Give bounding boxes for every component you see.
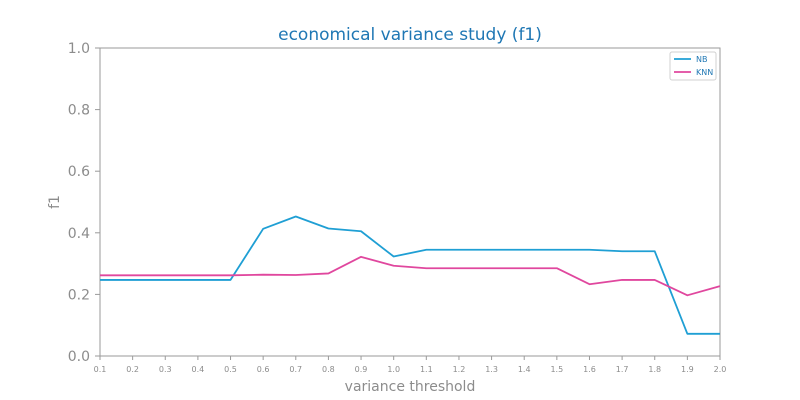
x-tick-label: 1.2 <box>453 365 466 374</box>
chart-title: economical variance study (f1) <box>278 25 542 45</box>
x-tick-label: 1.0 <box>387 365 400 374</box>
series-line-nb <box>100 215 720 335</box>
y-tick-label: 0.0 <box>68 349 90 365</box>
x-tick-label: 0.2 <box>126 365 139 374</box>
x-tick-label: 0.1 <box>94 365 107 374</box>
x-tick-label: 1.4 <box>518 365 531 374</box>
x-tick-label: 0.3 <box>159 365 172 374</box>
x-tick-label: 2.0 <box>714 365 727 374</box>
y-tick-label: 0.2 <box>68 287 90 303</box>
x-tick-label: 1.5 <box>550 365 563 374</box>
legend-label-knn: KNN <box>696 68 713 77</box>
x-tick-label: 0.9 <box>355 365 368 374</box>
x-tick-label: 0.8 <box>322 365 335 374</box>
x-tick-label: 1.9 <box>681 365 694 374</box>
y-tick-label: 0.8 <box>68 103 90 119</box>
plot-frame <box>99 47 721 357</box>
y-tick-label: 0.4 <box>68 226 90 242</box>
legend: NB KNN <box>669 51 717 81</box>
y-tick-label: 0.6 <box>68 164 90 180</box>
x-tick-label: 0.6 <box>257 365 270 374</box>
x-tick-label: 1.8 <box>648 365 661 374</box>
x-tick-label: 0.4 <box>192 365 205 374</box>
x-tick-label: 1.1 <box>420 365 433 374</box>
x-tick-label: 1.6 <box>583 365 596 374</box>
legend-label-nb: NB <box>696 55 707 64</box>
series-line-knn <box>100 255 721 297</box>
x-tick-label: 1.7 <box>616 365 629 374</box>
x-tick-label: 1.3 <box>485 365 498 374</box>
y-tick-label: 1.0 <box>68 41 90 57</box>
y-axis-label: f1 <box>47 195 63 209</box>
x-axis-label: variance threshold <box>345 379 476 395</box>
series-layer <box>100 215 721 335</box>
x-axis: 0.1 0.2 0.3 0.4 0.5 0.6 0.7 0.8 0.9 1.0 1.1 1.2 1.3 1… <box>94 356 727 374</box>
x-tick-label: 0.7 <box>289 365 302 374</box>
x-tick-label: 0.5 <box>224 365 237 374</box>
y-axis: 0.0 0.2 0.4 0.6 0.8 1.0 <box>68 41 100 365</box>
